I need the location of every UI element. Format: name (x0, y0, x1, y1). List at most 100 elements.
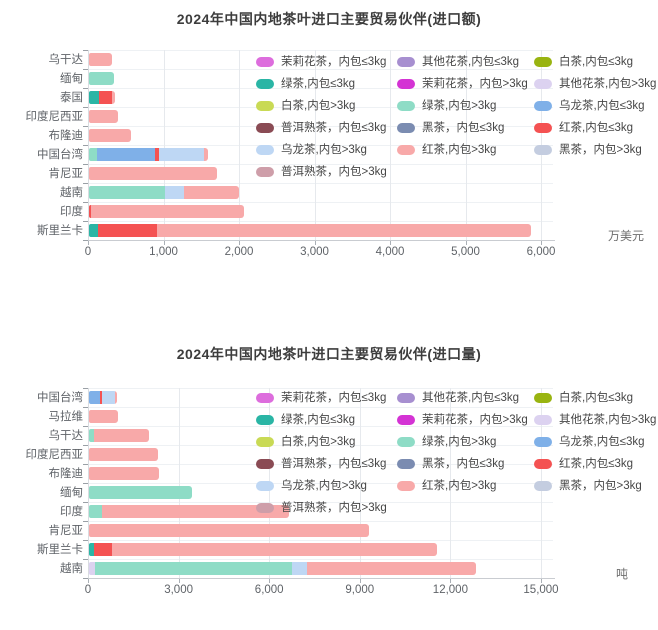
x-axis-tick-label: 3,000 (300, 246, 329, 258)
bar-segment[interactable] (89, 429, 95, 442)
bar-segment[interactable] (89, 448, 158, 461)
bar-segment[interactable] (89, 129, 132, 142)
bar-segment[interactable] (100, 391, 102, 404)
x-axis-line (88, 578, 555, 579)
legend-item[interactable]: 茉莉花茶，内包≤3kg (256, 55, 386, 69)
legend-item[interactable]: 普洱熟茶，内包≤3kg (256, 121, 386, 135)
bar-segment[interactable] (89, 91, 99, 104)
legend-item[interactable]: 白茶,内包>3kg (256, 435, 355, 449)
legend-label: 其他花茶,内包>3kg (559, 78, 657, 90)
bar-segment[interactable] (89, 524, 369, 537)
bar-segment[interactable] (101, 391, 115, 404)
legend-item[interactable]: 绿茶,内包≤3kg (256, 77, 355, 91)
bar-segment[interactable] (89, 53, 112, 66)
vertical-gridline (239, 50, 240, 240)
legend-swatch (397, 123, 415, 133)
legend-item[interactable]: 黑茶，内包>3kg (534, 479, 642, 493)
legend-item[interactable]: 绿茶,内包>3kg (397, 435, 496, 449)
bar-segment[interactable] (89, 486, 192, 499)
bar-segment[interactable] (98, 91, 112, 104)
legend-swatch (256, 393, 274, 403)
bar-segment[interactable] (89, 467, 160, 480)
legend-item[interactable]: 乌龙茶,内包>3kg (256, 479, 367, 493)
bar-segment[interactable] (291, 562, 308, 575)
bar-segment[interactable] (112, 543, 437, 556)
legend-item[interactable]: 乌龙茶,内包≤3kg (534, 99, 645, 113)
bar-segment[interactable] (96, 148, 155, 161)
legend-item[interactable]: 其他花茶,内包>3kg (534, 77, 656, 91)
legend-item[interactable]: 白茶,内包>3kg (256, 99, 355, 113)
legend-item[interactable]: 其他花茶,内包≤3kg (397, 391, 519, 405)
bar-segment[interactable] (89, 562, 96, 575)
bar-row (89, 110, 119, 123)
legend-item[interactable]: 茉莉花茶，内包≤3kg (256, 391, 386, 405)
legend-item[interactable]: 绿茶,内包≤3kg (256, 413, 355, 427)
y-axis-line (88, 50, 89, 240)
bar-segment[interactable] (89, 505, 102, 518)
bar-segment[interactable] (101, 505, 289, 518)
legend-item[interactable]: 黑茶，内包>3kg (534, 143, 642, 157)
bar-segment[interactable] (156, 224, 531, 237)
category-label: 布隆迪 (48, 129, 84, 142)
bar-segment[interactable] (89, 391, 101, 404)
bar-segment[interactable] (89, 224, 99, 237)
legend-item[interactable]: 绿茶,内包>3kg (397, 99, 496, 113)
bar-segment[interactable] (94, 429, 150, 442)
legend-item[interactable]: 红茶,内包≤3kg (534, 121, 633, 135)
legend-item[interactable]: 红茶,内包≤3kg (534, 457, 633, 471)
bar-segment[interactable] (91, 205, 244, 218)
bar-segment[interactable] (89, 543, 95, 556)
bar-segment[interactable] (89, 410, 118, 423)
bar-segment[interactable] (89, 110, 119, 123)
legend-item[interactable]: 黑茶，内包≤3kg (397, 121, 504, 135)
bar-segment[interactable] (98, 224, 157, 237)
bar-segment[interactable] (114, 391, 118, 404)
legend-item[interactable]: 白茶,内包≤3kg (534, 391, 633, 405)
legend-item[interactable]: 茉莉花茶，内包>3kg (397, 77, 528, 91)
x-axis-tick (541, 241, 542, 245)
legend-item[interactable]: 其他花茶,内包>3kg (534, 413, 656, 427)
bar-segment[interactable] (89, 167, 218, 180)
legend-item[interactable]: 黑茶，内包≤3kg (397, 457, 504, 471)
legend-swatch (534, 393, 552, 403)
legend-swatch (534, 123, 552, 133)
legend-item[interactable]: 乌龙茶,内包>3kg (256, 143, 367, 157)
horizontal-gridline (88, 88, 553, 89)
horizontal-gridline (88, 445, 553, 446)
bar-row (89, 486, 192, 499)
legend-item[interactable]: 红茶,内包>3kg (397, 479, 496, 493)
bar-segment[interactable] (307, 562, 476, 575)
horizontal-gridline (88, 483, 553, 484)
bar-segment[interactable] (203, 148, 209, 161)
y-axis-tick (83, 221, 88, 222)
legend-item[interactable]: 普洱熟茶，内包>3kg (256, 501, 387, 515)
category-label: 泰国 (60, 91, 83, 104)
legend-item[interactable]: 白茶,内包≤3kg (534, 55, 633, 69)
legend-swatch (256, 57, 274, 67)
bar-row (89, 53, 112, 66)
legend-swatch (534, 415, 552, 425)
legend-item[interactable]: 其他花茶,内包≤3kg (397, 55, 519, 69)
bar-segment[interactable] (159, 148, 204, 161)
legend-item[interactable]: 普洱熟茶，内包≤3kg (256, 457, 386, 471)
x-axis-tick-label: 0 (84, 246, 92, 258)
legend-item[interactable]: 普洱熟茶，内包>3kg (256, 165, 387, 179)
legend-item[interactable]: 乌龙茶,内包≤3kg (534, 435, 645, 449)
legend-item[interactable]: 茉莉花茶，内包>3kg (397, 413, 528, 427)
bar-row (89, 410, 118, 423)
y-axis-tick (83, 145, 88, 146)
legend-label: 白茶,内包>3kg (281, 436, 356, 448)
bar-segment[interactable] (89, 186, 166, 199)
bar-segment[interactable] (184, 186, 240, 199)
legend-item[interactable]: 红茶,内包>3kg (397, 143, 496, 157)
bar-segment[interactable] (165, 186, 185, 199)
bar-segment[interactable] (94, 543, 113, 556)
bar-segment[interactable] (154, 148, 160, 161)
bar-segment[interactable] (89, 72, 114, 85)
bar-segment[interactable] (89, 205, 92, 218)
legend-label: 绿茶,内包>3kg (422, 436, 497, 448)
category-label: 肯尼亚 (48, 524, 84, 537)
bar-segment[interactable] (95, 562, 292, 575)
bar-segment[interactable] (111, 91, 115, 104)
bar-segment[interactable] (89, 148, 97, 161)
